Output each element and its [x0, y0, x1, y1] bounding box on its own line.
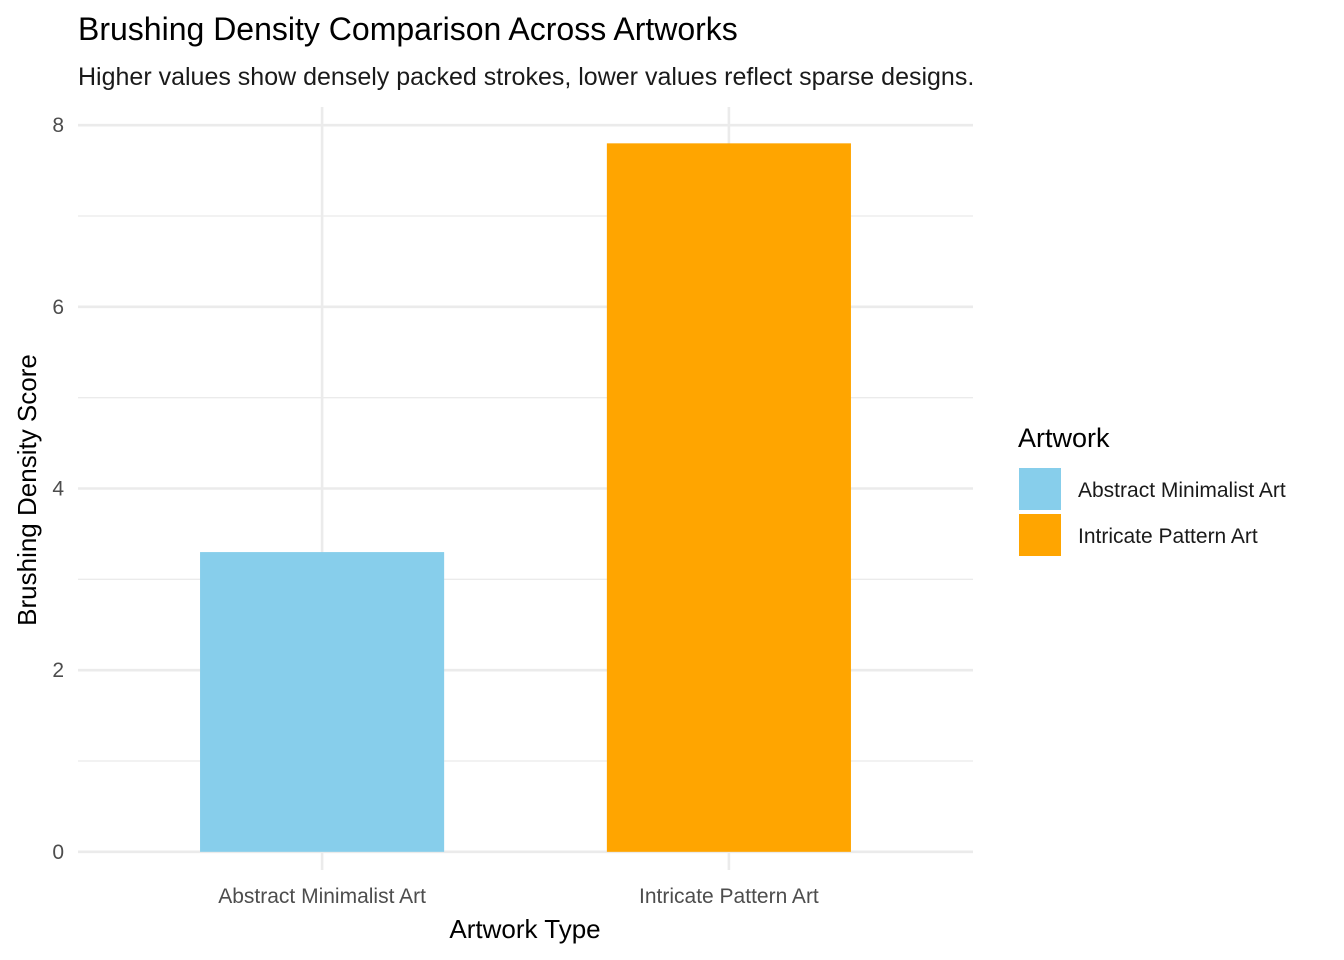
y-axis-tick-labels: 0 2 4 6 8 [52, 114, 64, 864]
legend-swatch [1019, 468, 1061, 510]
x-tick-label: Abstract Minimalist Art [218, 885, 426, 908]
legend-label: Intricate Pattern Art [1078, 525, 1258, 548]
y-tick-label: 4 [52, 478, 64, 501]
x-axis-tick-labels: Abstract Minimalist Art Intricate Pattern… [218, 885, 819, 908]
x-axis-title: Artwork Type [449, 914, 600, 944]
bar [200, 552, 445, 852]
legend-swatch [1019, 514, 1061, 556]
legend-title: Artwork [1018, 423, 1110, 453]
y-axis-title: Brushing Density Score [12, 354, 42, 626]
bars [200, 143, 851, 852]
x-tick-label: Intricate Pattern Art [639, 885, 819, 908]
y-tick-label: 6 [52, 296, 64, 319]
chart-title: Brushing Density Comparison Across Artwo… [78, 11, 738, 47]
y-tick-label: 0 [52, 841, 64, 864]
bar [606, 143, 851, 852]
legend: Artwork Abstract Minimalist Art Intricate… [1018, 423, 1286, 556]
legend-label: Abstract Minimalist Art [1078, 479, 1286, 502]
y-tick-label: 8 [52, 114, 64, 137]
chart-subtitle: Higher values show densely packed stroke… [78, 63, 974, 91]
y-tick-label: 2 [52, 659, 64, 682]
